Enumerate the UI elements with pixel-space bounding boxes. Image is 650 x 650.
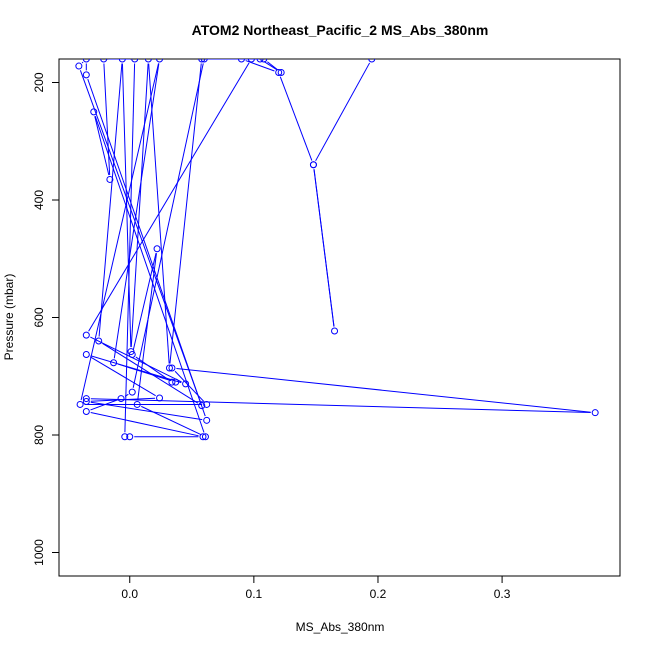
series-line-segment <box>94 116 110 176</box>
series-line-segment <box>90 411 199 437</box>
series-line-segment <box>121 63 132 348</box>
series-line-segment <box>169 63 202 364</box>
series-line-segment <box>88 62 250 332</box>
series-line-segment <box>80 63 160 401</box>
series-line-segment <box>90 401 203 421</box>
series-line-segment <box>90 399 118 411</box>
data-point <box>168 378 176 386</box>
x-tick-label: 0.3 <box>494 587 511 601</box>
data-point <box>156 59 164 63</box>
series-line-segment <box>98 63 123 337</box>
data-point <box>131 59 139 63</box>
y-tick-label: 600 <box>32 307 46 327</box>
series-line-segment <box>176 367 591 413</box>
data-point <box>247 59 255 63</box>
x-tick-label: 0.0 <box>121 587 138 601</box>
data-point <box>199 433 207 441</box>
data-point <box>172 378 180 386</box>
data-point <box>144 59 152 63</box>
data-point <box>82 331 90 339</box>
series-line-segment <box>130 63 149 348</box>
series-line-segment <box>89 356 156 397</box>
data-point <box>156 394 164 402</box>
data-point <box>200 59 208 63</box>
data-point <box>117 395 125 403</box>
data-point <box>165 364 173 372</box>
data-point <box>198 59 206 63</box>
data-point <box>203 416 211 424</box>
series-line-segment <box>90 336 182 383</box>
data-point <box>591 409 599 417</box>
series-line-segment <box>141 405 202 436</box>
series-line-segment <box>124 63 136 433</box>
data-point <box>82 408 90 415</box>
series-line-segment <box>79 70 201 402</box>
data-point <box>76 400 84 408</box>
series-line-segment <box>117 363 172 382</box>
series-line-segment <box>90 398 591 414</box>
series-line-segment <box>137 253 157 401</box>
series-line-segment <box>174 370 204 402</box>
plot-frame <box>58 58 621 577</box>
data-point <box>82 59 90 63</box>
series-line-segment <box>135 356 169 380</box>
x-tick-label: 0.2 <box>370 587 387 601</box>
data-point <box>128 388 136 396</box>
data-point <box>126 433 134 441</box>
data-point <box>198 402 206 410</box>
data-point <box>277 69 285 77</box>
series-line-segment <box>132 253 157 351</box>
data-point <box>95 337 103 345</box>
y-tick-label: 400 <box>32 190 46 210</box>
series-line-segment <box>81 61 84 64</box>
data-point <box>75 62 83 70</box>
series-line-segment <box>263 61 278 71</box>
series-line-segment <box>267 61 278 71</box>
data-point <box>331 327 339 335</box>
y-axis: 200 400 600 800 1000 <box>32 72 60 566</box>
data-point <box>368 59 376 63</box>
data-point <box>106 175 114 183</box>
data-point <box>121 433 129 441</box>
y-axis-label: Pressure (mbar) <box>2 274 16 361</box>
y-tick-label: 200 <box>32 72 46 92</box>
data-point <box>82 71 90 79</box>
data-point <box>168 364 176 372</box>
data-point <box>201 433 209 441</box>
series-line-segment <box>315 62 371 162</box>
data-point <box>275 69 283 77</box>
data-point <box>128 351 136 359</box>
x-axis: 0.0 0.1 0.2 0.3 <box>121 575 511 601</box>
data-point <box>100 59 108 63</box>
data-point <box>256 59 264 63</box>
data-point <box>260 59 268 63</box>
x-tick-label: 0.1 <box>246 587 263 601</box>
data-point <box>182 380 190 388</box>
data-point <box>82 351 90 359</box>
y-tick-label: 1000 <box>32 539 46 566</box>
series-layer <box>75 59 599 441</box>
chart-title: ATOM2 Northeast_Pacific_2 MS_Abs_380nm <box>192 22 489 38</box>
y-tick-label: 800 <box>32 425 46 445</box>
data-point <box>153 245 161 253</box>
data-point <box>90 108 98 116</box>
data-point <box>118 59 126 63</box>
data-point <box>203 400 211 408</box>
data-point <box>133 400 141 408</box>
series-line-segment <box>132 63 204 388</box>
x-axis-label: MS_Abs_380nm <box>296 620 385 634</box>
data-point <box>82 398 90 406</box>
series-line-segment <box>113 63 160 359</box>
data-point <box>237 59 245 63</box>
series-line-segment <box>94 115 205 433</box>
data-point <box>309 161 317 169</box>
data-point <box>110 359 118 367</box>
data-point <box>82 395 90 403</box>
series-line-segment <box>313 169 335 327</box>
series-line-segment <box>279 76 313 161</box>
